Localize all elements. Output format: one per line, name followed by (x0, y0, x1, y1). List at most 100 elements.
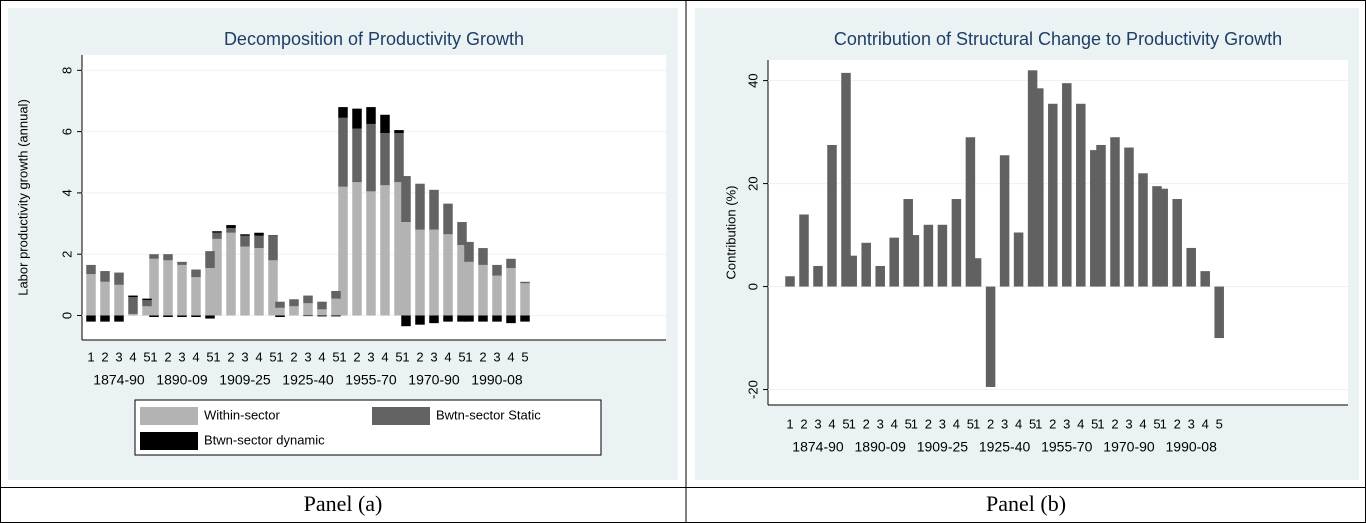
group-label: 1874-90 (93, 372, 145, 388)
bar (114, 284, 124, 316)
bar (443, 315, 453, 322)
bar (394, 130, 404, 134)
bar (1200, 271, 1210, 287)
bar (226, 228, 236, 233)
bar (813, 265, 823, 287)
bar (841, 72, 851, 287)
group-label: 1909-25 (917, 439, 969, 455)
bar (100, 271, 110, 282)
bar (1110, 137, 1120, 287)
bar (303, 315, 313, 317)
bar (128, 297, 138, 314)
bar (114, 315, 124, 322)
bar (303, 303, 313, 316)
x-tick-label: 5 (1029, 416, 1036, 431)
bar (163, 260, 173, 316)
x-tick-label: 5 (458, 349, 465, 364)
bar (142, 298, 152, 301)
bar (212, 232, 222, 239)
bar (317, 315, 327, 317)
bar (415, 315, 425, 325)
x-tick-label: 4 (255, 349, 262, 364)
bar (142, 300, 152, 307)
bar (923, 224, 934, 287)
bar (275, 301, 285, 308)
bar (520, 281, 530, 284)
x-tick-label: 5 (269, 349, 276, 364)
x-tick-label: 2 (353, 349, 360, 364)
x-tick-label: 1 (973, 416, 980, 431)
group-label: 1990-08 (471, 372, 523, 388)
y-tick-label: 4 (59, 189, 74, 196)
legend-label: Within-sector (204, 407, 281, 422)
bar (338, 186, 348, 316)
bar (86, 264, 96, 275)
x-tick-label: 5 (1091, 416, 1098, 431)
x-tick-label: 3 (814, 416, 821, 431)
bar (506, 267, 516, 316)
bar (1124, 147, 1134, 287)
bar (1214, 286, 1224, 339)
bar (506, 258, 516, 268)
bar (352, 182, 362, 316)
bar (889, 237, 899, 287)
bar (338, 117, 348, 187)
bar (401, 176, 411, 223)
x-tick-label: 5 (1216, 416, 1223, 431)
caption: Panel (b) (986, 491, 1066, 516)
bar (212, 231, 222, 233)
y-tick-label: 0 (59, 312, 74, 319)
bar (163, 254, 173, 261)
bar (177, 264, 187, 316)
bar (1186, 247, 1196, 287)
bar (205, 267, 215, 316)
bar (429, 315, 439, 324)
group-label: 1970-90 (408, 372, 460, 388)
bar (464, 315, 474, 322)
x-tick-label: 3 (1188, 416, 1195, 431)
bar (240, 235, 250, 247)
bar (457, 222, 467, 245)
bar (478, 248, 488, 265)
y-tick-label: 20 (745, 176, 760, 190)
x-tick-label: 2 (800, 416, 807, 431)
x-tick-label: 2 (101, 349, 108, 364)
x-tick-label: 1 (339, 349, 346, 364)
bar (366, 123, 376, 192)
x-tick-label: 5 (967, 416, 974, 431)
bar (86, 315, 96, 322)
bar (268, 260, 278, 316)
x-tick-label: 3 (1125, 416, 1132, 431)
x-tick-label: 4 (318, 349, 325, 364)
bar (240, 246, 250, 316)
x-tick-label: 5 (1153, 416, 1160, 431)
group-label: 1955-70 (1041, 439, 1093, 455)
x-tick-label: 2 (863, 416, 870, 431)
bar (289, 299, 299, 301)
y-tick-label: 40 (745, 73, 760, 87)
x-tick-label: 5 (206, 349, 213, 364)
bar (331, 298, 341, 316)
x-tick-label: 1 (213, 349, 220, 364)
legend-swatch (140, 407, 198, 425)
bar (985, 286, 996, 387)
bar (492, 264, 502, 276)
bar (401, 315, 411, 327)
bar (394, 133, 404, 183)
bar (86, 274, 96, 316)
bar (1076, 103, 1086, 287)
bar (331, 290, 341, 299)
bar (443, 234, 453, 316)
bar (1158, 188, 1168, 287)
legend-swatch (140, 432, 198, 450)
x-tick-label: 5 (521, 349, 528, 364)
bar (380, 185, 390, 316)
bar (100, 281, 110, 316)
x-tick-label: 2 (416, 349, 423, 364)
bar (1048, 103, 1058, 287)
bar (1152, 186, 1162, 287)
bar (1090, 150, 1100, 287)
bar (226, 225, 236, 229)
bar (429, 229, 439, 316)
x-tick-label: 2 (1174, 416, 1181, 431)
